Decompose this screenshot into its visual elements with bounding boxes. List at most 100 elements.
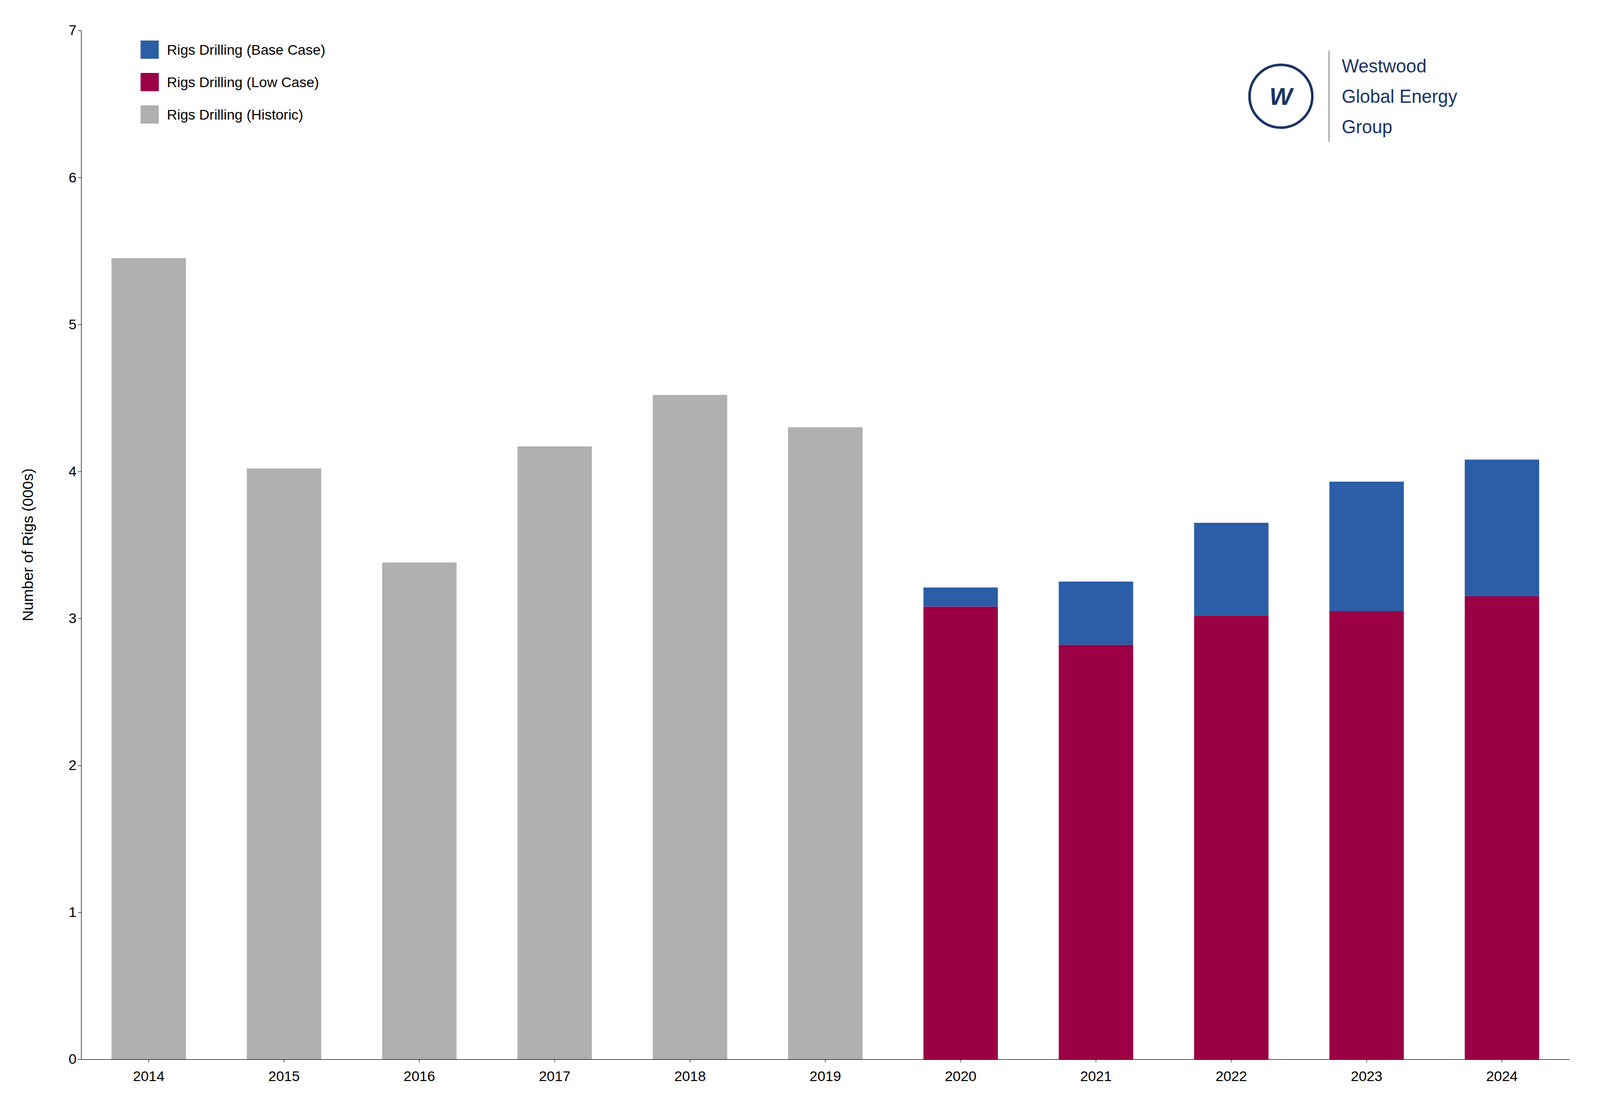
x-tick: 2015 [268,1059,300,1084]
x-tick: 2021 [1080,1059,1112,1084]
legend-label: Rigs Drilling (Base Case) [167,42,326,58]
y-tick: 0 [68,1050,82,1067]
y-tick-mark [77,765,82,766]
y-tick: 1 [68,904,82,920]
legend-label: Rigs Drilling (Low Case) [167,74,320,91]
x-tick: 2023 [1350,1059,1383,1084]
bar [788,426,863,428]
x-tick-mark [1231,1059,1232,1063]
series-bars [923,459,1540,645]
bars [111,258,1540,1060]
bar [111,258,186,1060]
x-tick-mark [554,1059,556,1063]
y-tick: 4 [68,463,82,480]
series-bars [923,596,1540,1060]
plot: 0 1 2 3 4 5 6 7 2014 2015 2016 2017 2018 2019 2020 2021… [68,22,1570,1084]
x-tick-label: 2020 [945,1068,977,1084]
x-tick-mark [689,1059,691,1063]
y-tick: 6 [68,169,82,186]
x-tick: 2016 [403,1059,436,1084]
x-tick-mark [148,1059,149,1063]
legend-swatch [140,105,160,124]
series-bars [111,258,863,1060]
bar [381,562,457,563]
bar [1058,581,1134,645]
bar [111,257,186,259]
bar [923,587,998,607]
bar [652,394,728,396]
bar [652,394,728,396]
y-tick-mark [77,324,82,325]
bar [1194,615,1269,1060]
y-tick-label: 0 [68,1050,77,1067]
y-tick: 3 [68,610,82,627]
x-axis: 2014 2015 2016 2017 2018 2019 2020 2021 2022 2023… [81,1059,1571,1084]
bar [517,446,593,447]
bar [381,562,457,1060]
y-tick-label: 1 [68,904,77,920]
x-tick-mark [825,1059,826,1063]
bar [246,467,322,469]
x-tick-label: 2023 [1350,1068,1383,1084]
x-tick-mark [960,1059,961,1063]
y-tick-label: 7 [68,22,77,38]
x-tick: 2020 [945,1059,977,1084]
x-tick: 2018 [674,1059,706,1084]
x-tick-label: 2017 [538,1068,571,1084]
y-tick-label: 5 [68,316,77,333]
y-tick-mark [77,618,82,619]
y-tick: 2 [68,757,82,773]
x-tick-label: 2014 [132,1068,165,1084]
bar [1329,610,1404,1060]
x-tick-label: 2015 [268,1068,300,1084]
bar [381,562,457,563]
y-tick: 5 [68,316,82,333]
bar [517,446,593,1060]
x-tick-mark [418,1059,420,1063]
y-tick-label: 4 [68,463,77,480]
logo-text: Group [1341,116,1393,138]
y-tick-label: 6 [68,169,77,186]
bar [1329,481,1404,611]
legend-item: Rigs Drilling (Base Case) [140,40,326,59]
x-tick: 2017 [538,1059,571,1084]
x-tick: 2022 [1215,1059,1247,1084]
chart: 0 1 2 3 4 5 6 7 2014 2015 2016 2017 2018 2019 2020 2021… [0,0,1600,1115]
x-tick-label: 2016 [403,1068,436,1084]
x-tick-label: 2019 [809,1068,841,1084]
y-tick-label: 2 [68,757,77,773]
bar [788,426,863,1060]
x-tick-mark [1366,1059,1368,1063]
x-tick: 2014 [132,1059,165,1084]
y-tick-mark [77,177,82,178]
legend-swatch [140,40,160,59]
bar [111,257,186,259]
y-tick: 7 [68,22,82,38]
bar [1194,522,1269,616]
logo-text: Global Energy [1341,86,1458,107]
x-tick-mark [1501,1059,1503,1063]
x-tick-label: 2024 [1486,1068,1518,1084]
x-tick: 2024 [1486,1059,1518,1084]
bar [652,395,728,1060]
logo-mark: W [1269,83,1295,110]
y-tick-mark [77,471,82,472]
legend-item: Rigs Drilling (Low Case) [140,72,320,92]
legend-item: Rigs Drilling (Historic) [140,105,304,124]
logo-circle [1249,64,1313,128]
y-tick-mark [77,1059,82,1060]
logo-separator [1328,50,1331,142]
x-tick-mark [1095,1059,1097,1063]
bar [1464,459,1540,597]
x-tick-label: 2018 [674,1068,706,1084]
x-tick-mark [283,1059,285,1063]
y-tick-mark [77,30,82,31]
x-tick-label: 2021 [1080,1068,1112,1084]
bar [788,426,863,428]
bar [246,467,322,469]
y-axis-title: Number of Rigs (000s) [19,468,36,622]
logo: W Westwood Global Energy Group [1249,50,1458,142]
bar [517,446,593,447]
y-tick-label: 3 [68,610,77,627]
logo-text: Westwood [1341,55,1427,77]
